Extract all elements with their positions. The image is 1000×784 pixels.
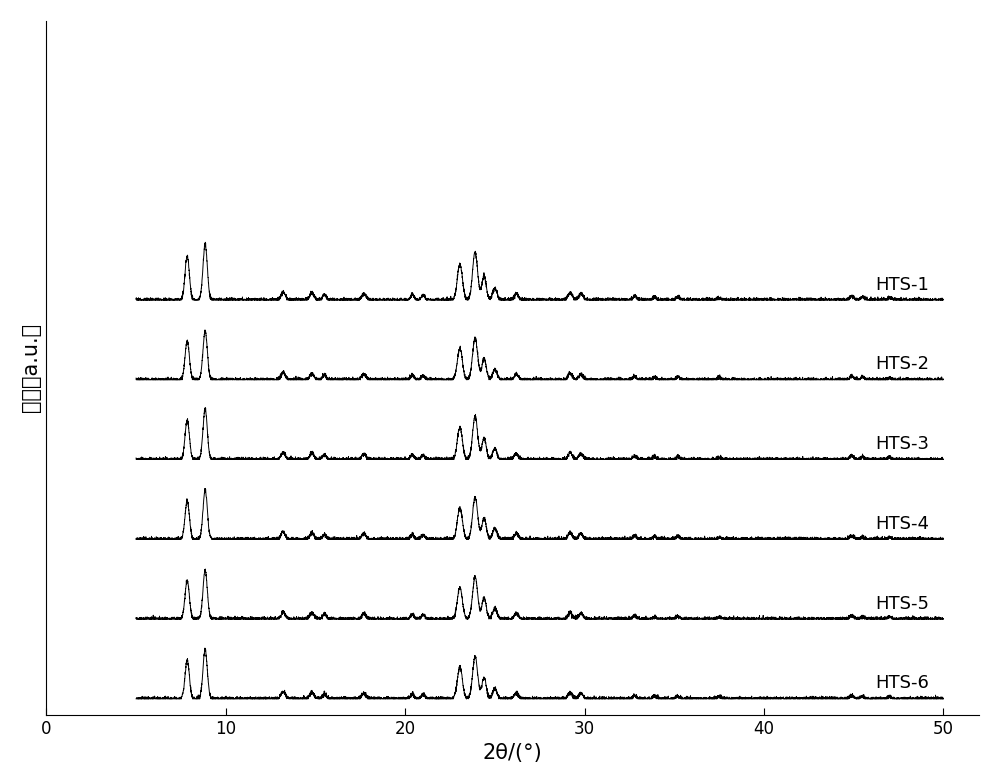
Text: HTS-1: HTS-1: [875, 276, 929, 294]
Y-axis label: 强度（a.u.）: 强度（a.u.）: [21, 323, 41, 412]
Text: HTS-3: HTS-3: [875, 435, 929, 453]
Text: HTS-4: HTS-4: [875, 515, 929, 533]
Text: HTS-5: HTS-5: [875, 594, 929, 612]
X-axis label: 2θ/(°): 2θ/(°): [483, 743, 543, 763]
Text: HTS-6: HTS-6: [875, 674, 929, 692]
Text: HTS-2: HTS-2: [875, 355, 929, 373]
